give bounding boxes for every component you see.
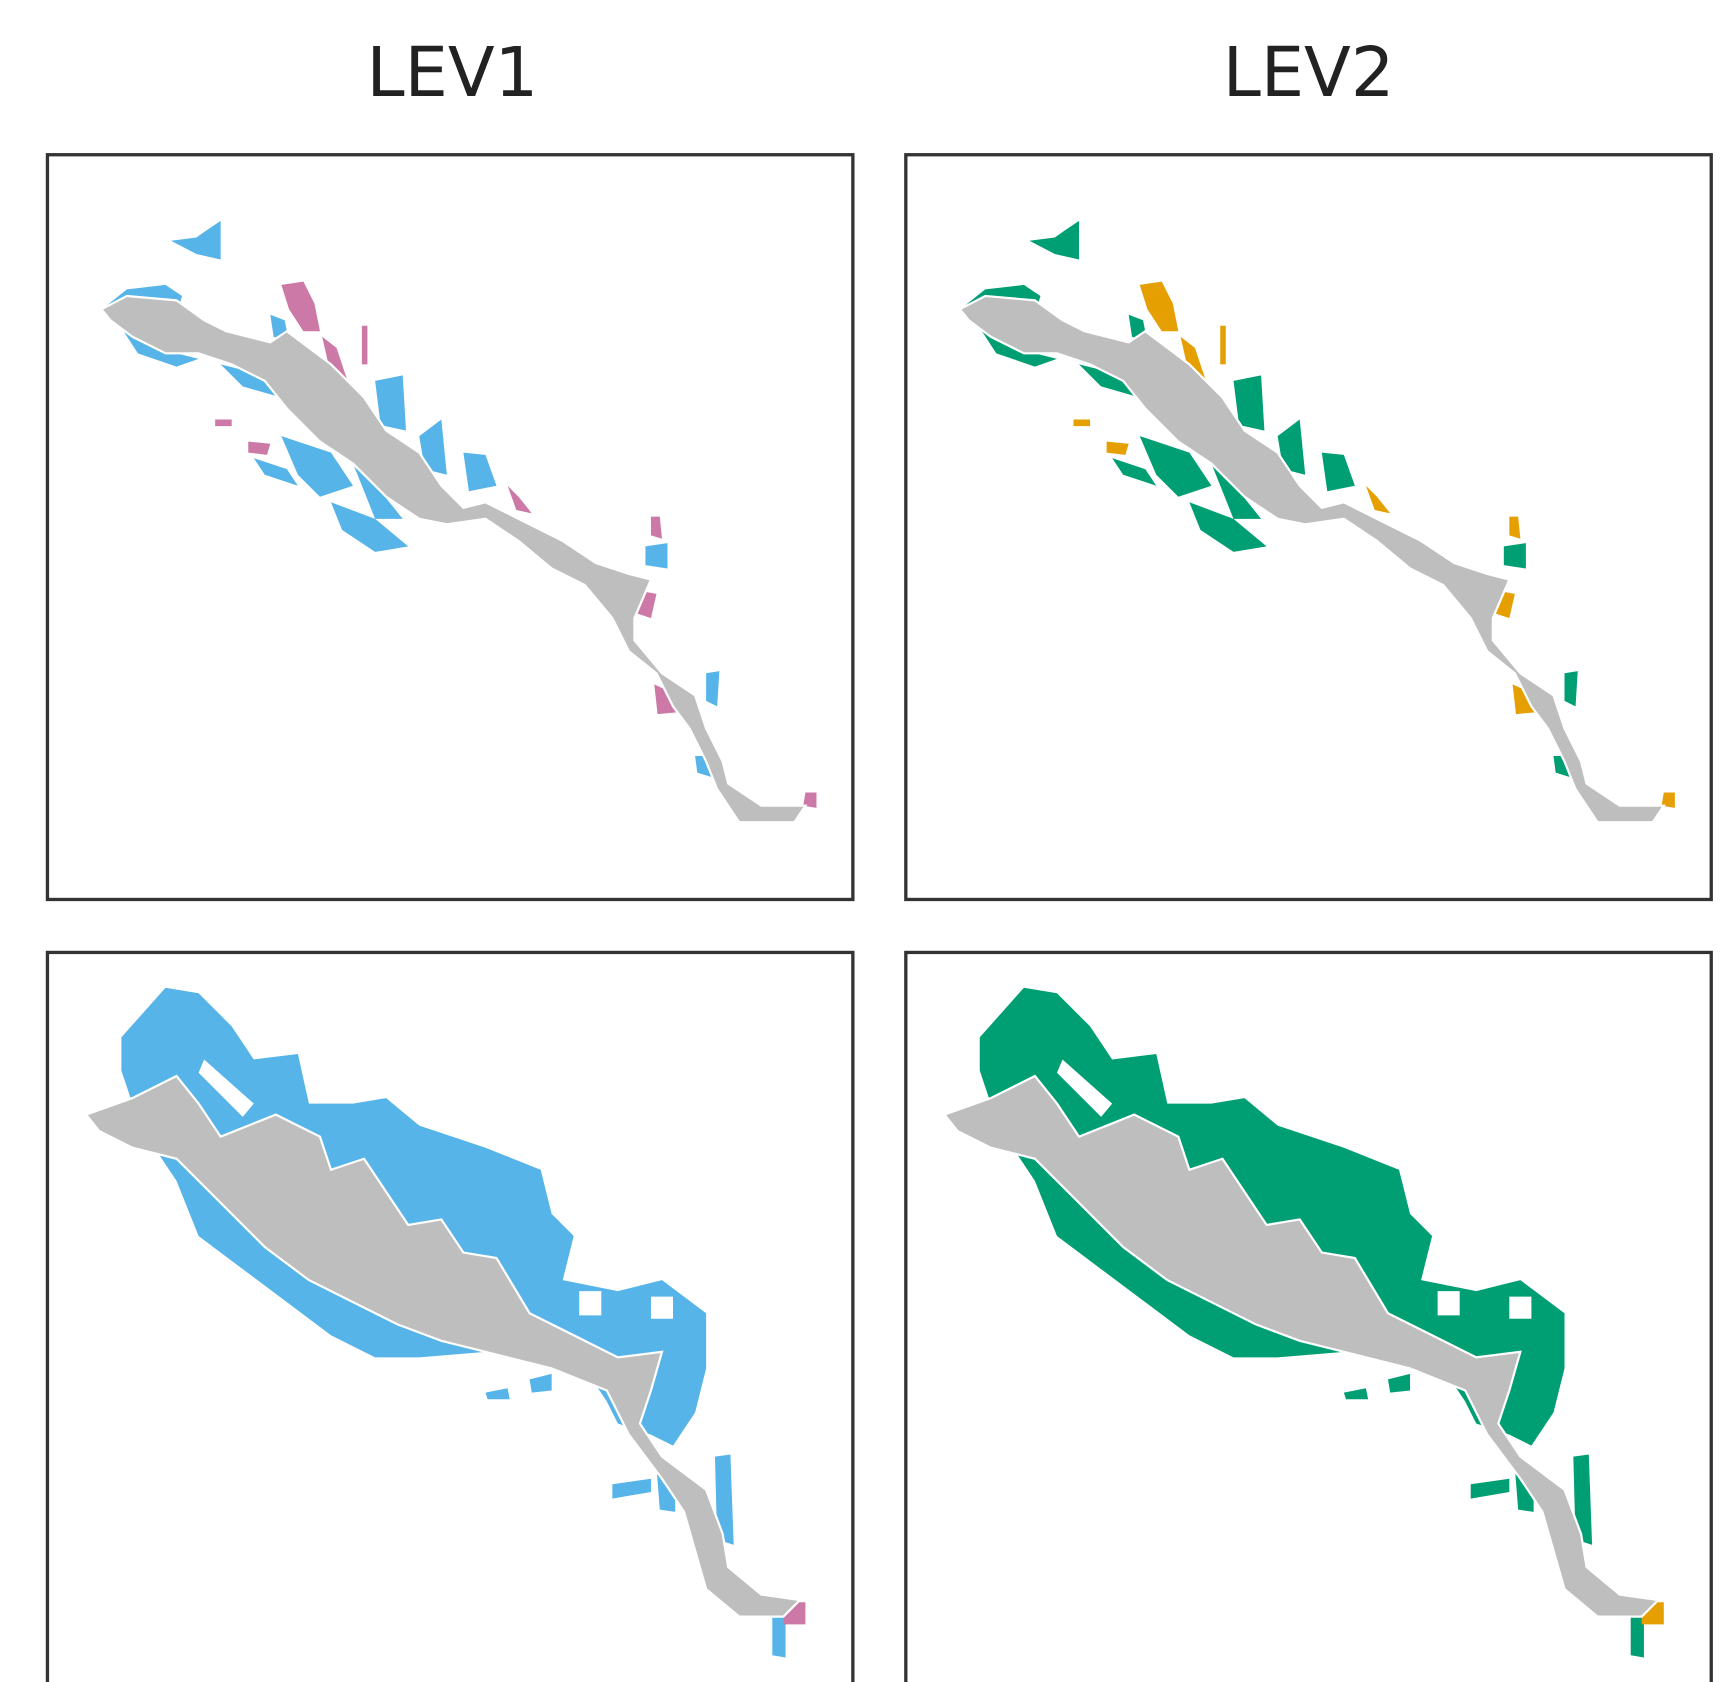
page: LEV1 LEV2 (() => { const data = JSON.par… (0, 0, 1730, 1682)
column-title: LEV1 (367, 34, 539, 113)
figure: LEV1 LEV2 (0, 0, 1730, 1682)
column-title: LEV2 (1223, 34, 1395, 113)
